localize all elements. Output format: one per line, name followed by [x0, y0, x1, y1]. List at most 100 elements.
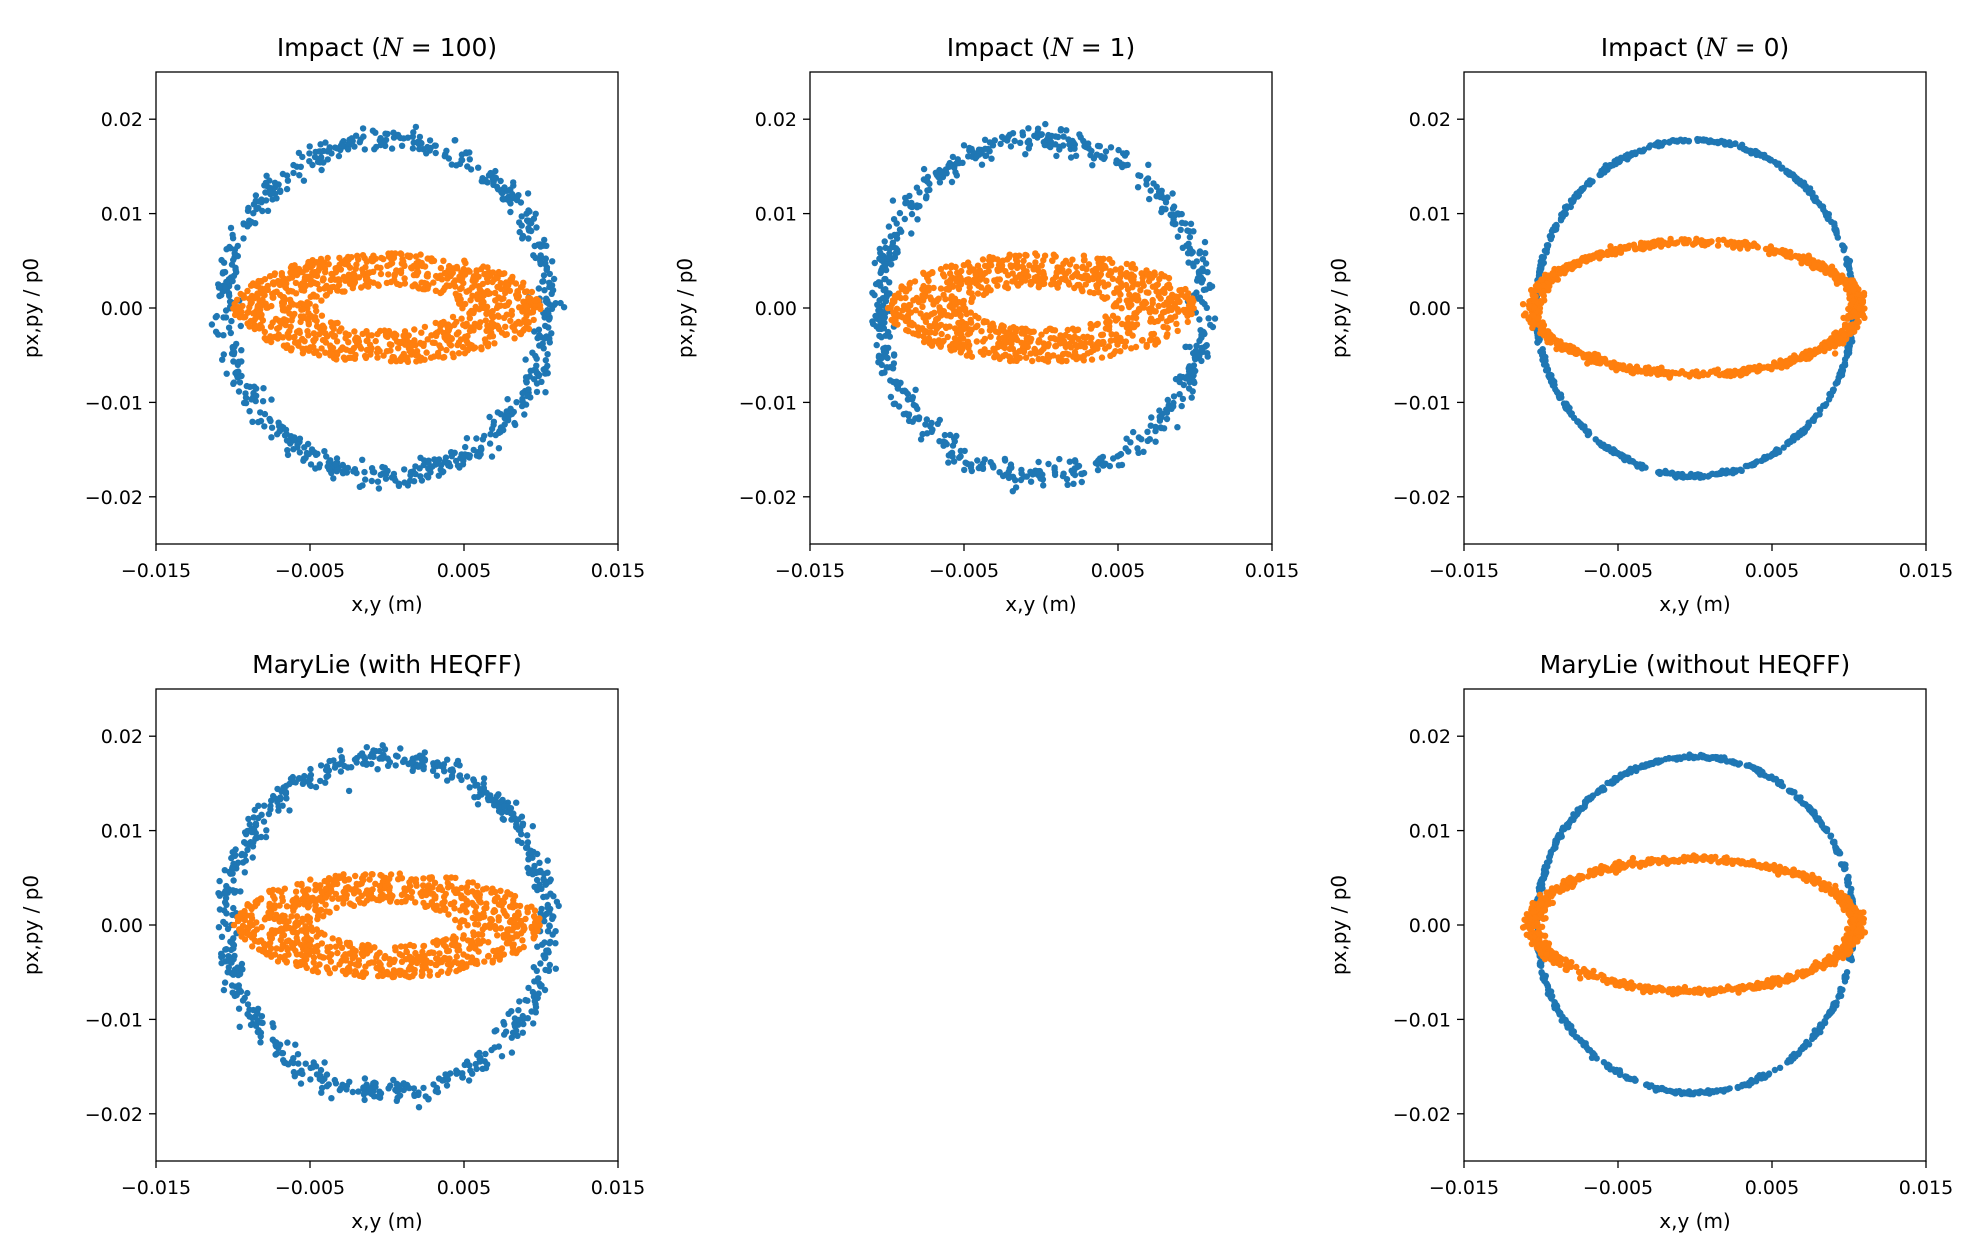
scatter-point: [244, 207, 252, 214]
scatter-point: [368, 465, 376, 472]
scatter-point: [1188, 394, 1195, 401]
scatter-point: [276, 428, 283, 435]
scatter-point: [1606, 162, 1614, 169]
scatter-point: [975, 464, 982, 472]
scatter-point: [1821, 402, 1829, 409]
scatter-point: [414, 138, 421, 146]
scatter-point: [228, 261, 236, 268]
scatter-point: [941, 431, 949, 439]
scatter-point: [384, 467, 391, 475]
scatter-point: [478, 344, 485, 351]
scatter-point: [328, 270, 335, 278]
scatter-point: [448, 453, 455, 460]
scatter-point: [347, 138, 354, 145]
scatter-point: [525, 207, 532, 214]
scatter-point: [1186, 233, 1194, 241]
scatter-point: [440, 286, 447, 294]
x-tick-label: −0.015: [121, 560, 191, 582]
scatter-point: [1185, 368, 1193, 375]
scatter-point: [887, 377, 894, 384]
scatter-point: [336, 277, 343, 285]
scatter-point: [279, 170, 287, 178]
scatter-point: [283, 344, 290, 351]
scatter-point: [1846, 345, 1853, 352]
scatter-point: [328, 350, 335, 358]
scatter-point: [1608, 362, 1615, 369]
scatter-point: [886, 333, 893, 340]
scatter-point: [908, 319, 915, 326]
scatter-point: [1665, 241, 1672, 249]
scatter-point: [1660, 369, 1668, 377]
scatter-point: [1622, 152, 1629, 160]
scatter-point: [956, 307, 963, 314]
scatter-point: [1704, 473, 1712, 480]
scatter-point: [972, 271, 979, 278]
scatter-point: [388, 145, 396, 152]
scatter-point: [525, 294, 532, 302]
scatter-point: [482, 317, 489, 324]
scatter-point: [1117, 265, 1125, 272]
scatter-point: [525, 984, 532, 992]
series-1: [215, 742, 562, 1111]
scatter-point: [1153, 193, 1160, 200]
scatter-point: [313, 323, 321, 330]
scatter-point: [395, 345, 402, 352]
scatter-point: [968, 145, 975, 153]
scatter-point: [936, 179, 944, 186]
scatter-point: [966, 326, 973, 333]
scatter-point: [321, 448, 328, 455]
scatter-point: [259, 290, 267, 297]
scatter-point: [1816, 406, 1823, 413]
scatter-point: [1045, 460, 1052, 468]
scatter-point: [220, 332, 227, 339]
scatter-point: [961, 466, 968, 474]
scatter-point: [1171, 313, 1179, 320]
scatter-point: [917, 310, 924, 317]
scatter-point: [955, 285, 963, 293]
scatter-point: [1035, 339, 1042, 346]
scatter-point: [274, 335, 281, 342]
scatter-point: [304, 316, 311, 323]
scatter-point: [368, 332, 375, 339]
scatter-point: [1796, 180, 1804, 187]
y-tick-label: −0.02: [85, 487, 143, 509]
scatter-point: [240, 294, 248, 301]
scatter-point: [1032, 259, 1039, 266]
scatter-point: [418, 329, 425, 336]
scatter-point: [318, 1089, 325, 1096]
scatter-point: [323, 453, 330, 460]
scatter-point: [1145, 161, 1152, 168]
scatter-point: [1178, 402, 1185, 410]
scatter-point: [1596, 171, 1603, 179]
scatter-point: [434, 329, 441, 336]
scatter-point: [1722, 470, 1730, 477]
scatter-point: [986, 139, 994, 146]
scatter-point: [1738, 467, 1745, 474]
scatter-point: [292, 279, 300, 287]
scatter-point: [1645, 144, 1653, 151]
scatter-point: [908, 199, 915, 207]
scatter-point: [1773, 161, 1781, 168]
scatter-point: [306, 158, 313, 165]
scatter-point: [966, 284, 973, 291]
scatter-point: [1614, 156, 1621, 163]
series-1: [869, 120, 1219, 495]
scatter-point: [1177, 226, 1184, 233]
scatter-point: [1182, 375, 1190, 382]
scatter-point: [880, 286, 887, 294]
scatter-point: [502, 289, 509, 297]
scatter-point: [256, 198, 263, 205]
scatter-point: [375, 485, 383, 492]
scatter-point: [306, 143, 313, 150]
scatter-point: [302, 454, 309, 462]
scatter-point: [242, 399, 250, 407]
scatter-point: [336, 328, 343, 335]
scatter-point: [461, 350, 469, 357]
scatter-point: [531, 297, 538, 304]
scatter-point: [1020, 473, 1028, 480]
scatter-point: [339, 470, 347, 477]
scatter-point: [1538, 328, 1546, 335]
scatter-point: [1175, 308, 1182, 315]
scatter-point: [503, 408, 510, 415]
y-tick-label: 0.00: [101, 298, 143, 320]
